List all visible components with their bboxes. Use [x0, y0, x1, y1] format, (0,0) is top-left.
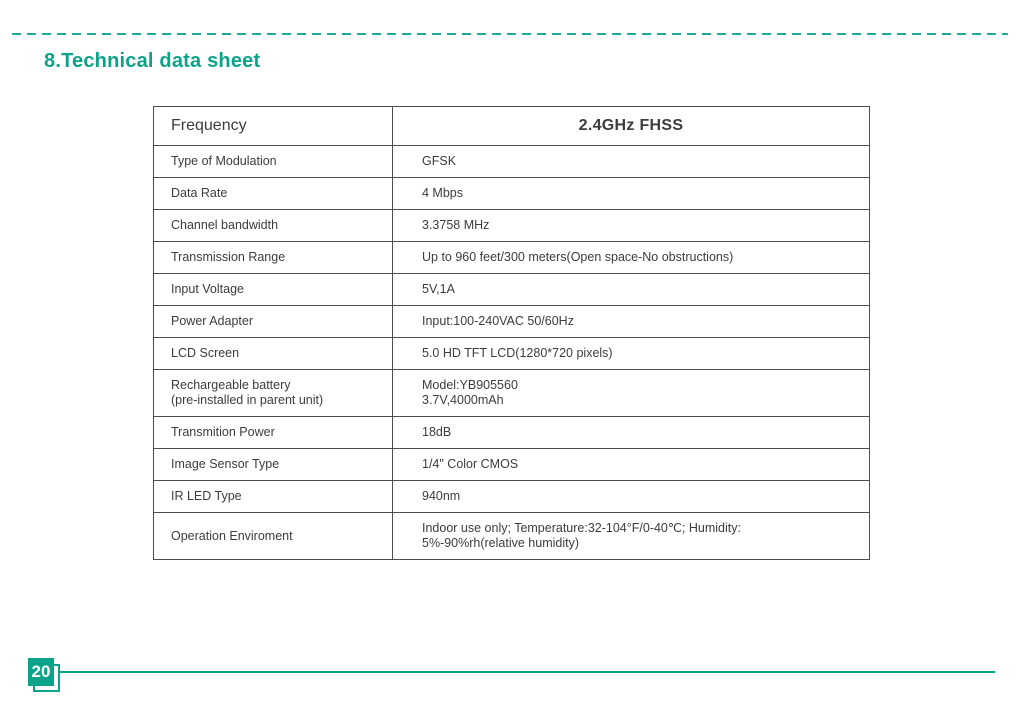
- spec-value: 5V,1A: [392, 273, 870, 306]
- spec-label: Power Adapter: [153, 305, 393, 338]
- page-title: 8.Technical data sheet: [44, 50, 261, 72]
- spec-label: Image Sensor Type: [153, 448, 393, 481]
- table-row: Channel bandwidth 3.3758 MHz: [153, 209, 870, 242]
- page-number-badge: 20: [28, 658, 54, 686]
- spec-label: Data Rate: [153, 177, 393, 210]
- spec-value: 940nm: [392, 480, 870, 513]
- spec-value: 4 Mbps: [392, 177, 870, 210]
- table-header-row: Frequency 2.4GHz FHSS: [153, 106, 870, 146]
- table-row: IR LED Type 940nm: [153, 480, 870, 513]
- table-row: Data Rate 4 Mbps: [153, 177, 870, 210]
- spec-value: GFSK: [392, 145, 870, 178]
- footer-rule: [60, 671, 995, 673]
- spec-value: 1/4" Color CMOS: [392, 448, 870, 481]
- spec-value: 3.3758 MHz: [392, 209, 870, 242]
- spec-label: Channel bandwidth: [153, 209, 393, 242]
- spec-label: Operation Enviroment: [153, 512, 393, 560]
- table-row: Operation Enviroment Indoor use only; Tem…: [153, 512, 870, 560]
- table-header-frequency-value: 2.4GHz FHSS: [392, 106, 870, 146]
- spec-label: Rechargeable battery (pre-installed in p…: [153, 369, 393, 417]
- top-dashed-divider: [12, 33, 1008, 35]
- spec-label: Transmission Range: [153, 241, 393, 274]
- table-row: Transmission Range Up to 960 feet/300 met…: [153, 241, 870, 274]
- spec-value: Input:100-240VAC 50/60Hz: [392, 305, 870, 338]
- table-header-frequency: Frequency: [153, 106, 393, 146]
- spec-label: Input Voltage: [153, 273, 393, 306]
- spec-label: Transmition Power: [153, 416, 393, 449]
- spec-label: IR LED Type: [153, 480, 393, 513]
- spec-value: 18dB: [392, 416, 870, 449]
- spec-value: 5.0 HD TFT LCD(1280*720 pixels): [392, 337, 870, 370]
- table-row: Input Voltage 5V,1A: [153, 273, 870, 306]
- table-row: Type of Modulation GFSK: [153, 145, 870, 178]
- table-row: Image Sensor Type 1/4" Color CMOS: [153, 448, 870, 481]
- table-row: Rechargeable battery (pre-installed in p…: [153, 369, 870, 417]
- spec-value: Indoor use only; Temperature:32-104°F/0-…: [392, 512, 870, 560]
- table-row: LCD Screen 5.0 HD TFT LCD(1280*720 pixels…: [153, 337, 870, 370]
- table-row: Transmition Power 18dB: [153, 416, 870, 449]
- spec-value: Up to 960 feet/300 meters(Open space-No …: [392, 241, 870, 274]
- spec-label: Type of Modulation: [153, 145, 393, 178]
- technical-data-table: Frequency 2.4GHz FHSS Type of Modulation…: [153, 106, 870, 560]
- spec-value: Model:YB905560 3.7V,4000mAh: [392, 369, 870, 417]
- spec-label: LCD Screen: [153, 337, 393, 370]
- table-row: Power Adapter Input:100-240VAC 50/60Hz: [153, 305, 870, 338]
